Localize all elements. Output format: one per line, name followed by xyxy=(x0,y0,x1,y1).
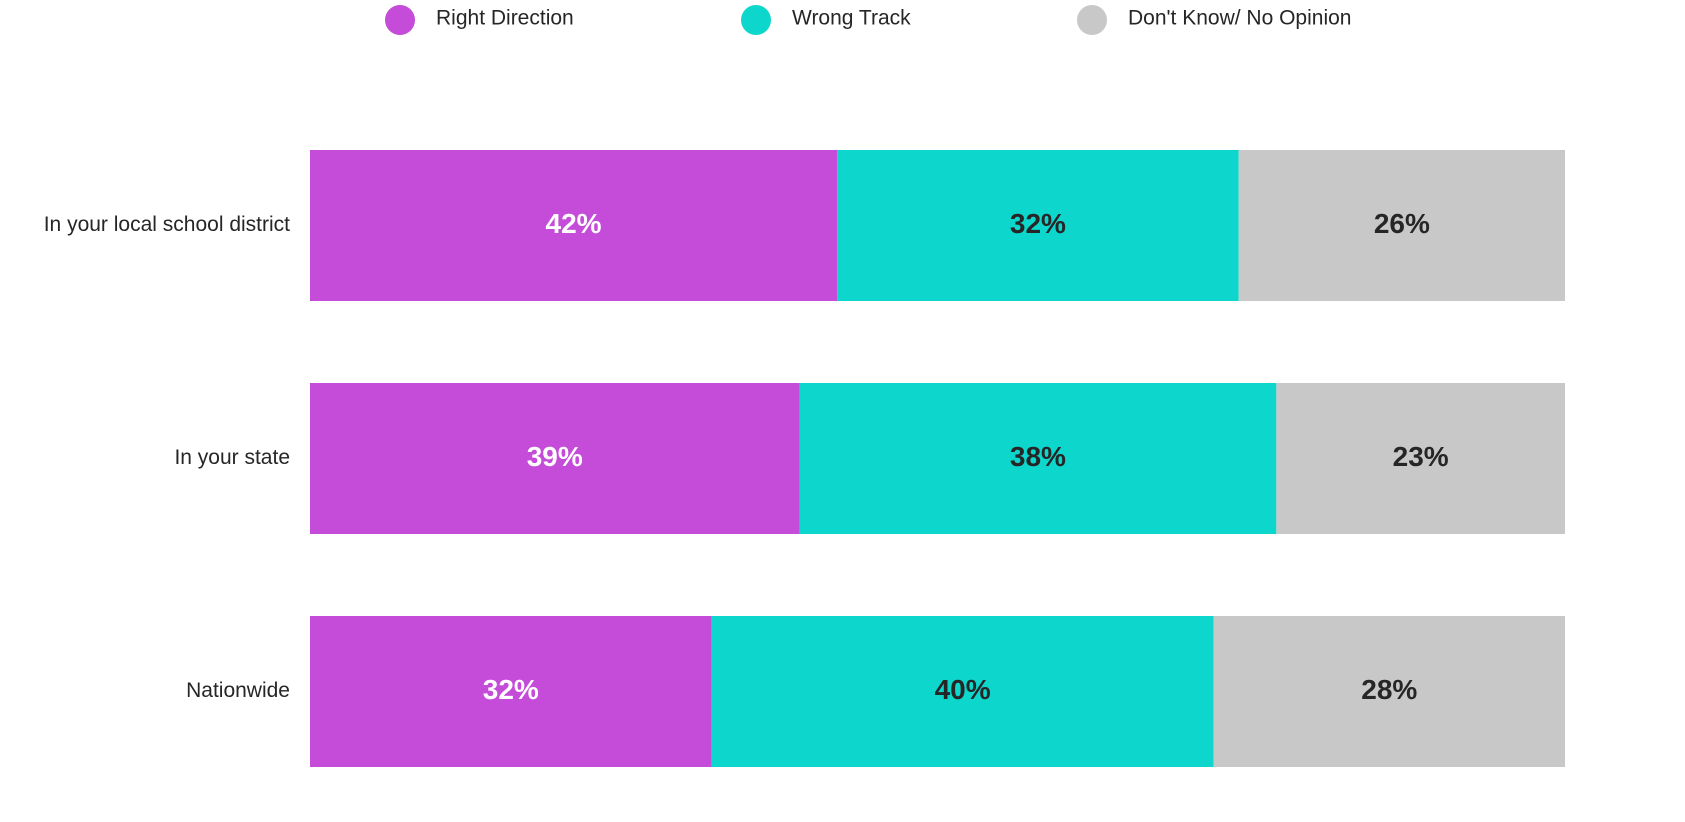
value-label: 38% xyxy=(1010,441,1066,472)
bar-segment xyxy=(837,150,1239,301)
bar-segment xyxy=(310,150,838,301)
bar-segment xyxy=(1276,383,1565,534)
bar-segment xyxy=(310,383,800,534)
bar-segment xyxy=(711,616,1214,767)
bar-segment xyxy=(1238,150,1565,301)
value-label: 28% xyxy=(1361,674,1417,705)
category-label: Nationwide xyxy=(186,679,290,702)
value-label: 23% xyxy=(1393,441,1449,472)
value-label: 42% xyxy=(546,208,602,239)
category-label: In your state xyxy=(174,446,290,469)
legend-label: Don't Know/ No Opinion xyxy=(1128,7,1351,30)
value-label: 32% xyxy=(483,674,539,705)
bar-segment xyxy=(799,383,1277,534)
category-label: In your local school district xyxy=(44,213,290,236)
bar-segment xyxy=(1213,616,1565,767)
value-label: 39% xyxy=(527,441,583,472)
value-label: 26% xyxy=(1374,208,1430,239)
legend-label: Wrong Track xyxy=(792,7,911,30)
legend-swatch xyxy=(741,5,771,35)
value-label: 32% xyxy=(1010,208,1066,239)
bar-segment xyxy=(310,616,712,767)
legend-swatch xyxy=(1077,5,1107,35)
legend-label: Right Direction xyxy=(436,7,574,30)
value-label: 40% xyxy=(935,674,991,705)
legend-swatch xyxy=(385,5,415,35)
